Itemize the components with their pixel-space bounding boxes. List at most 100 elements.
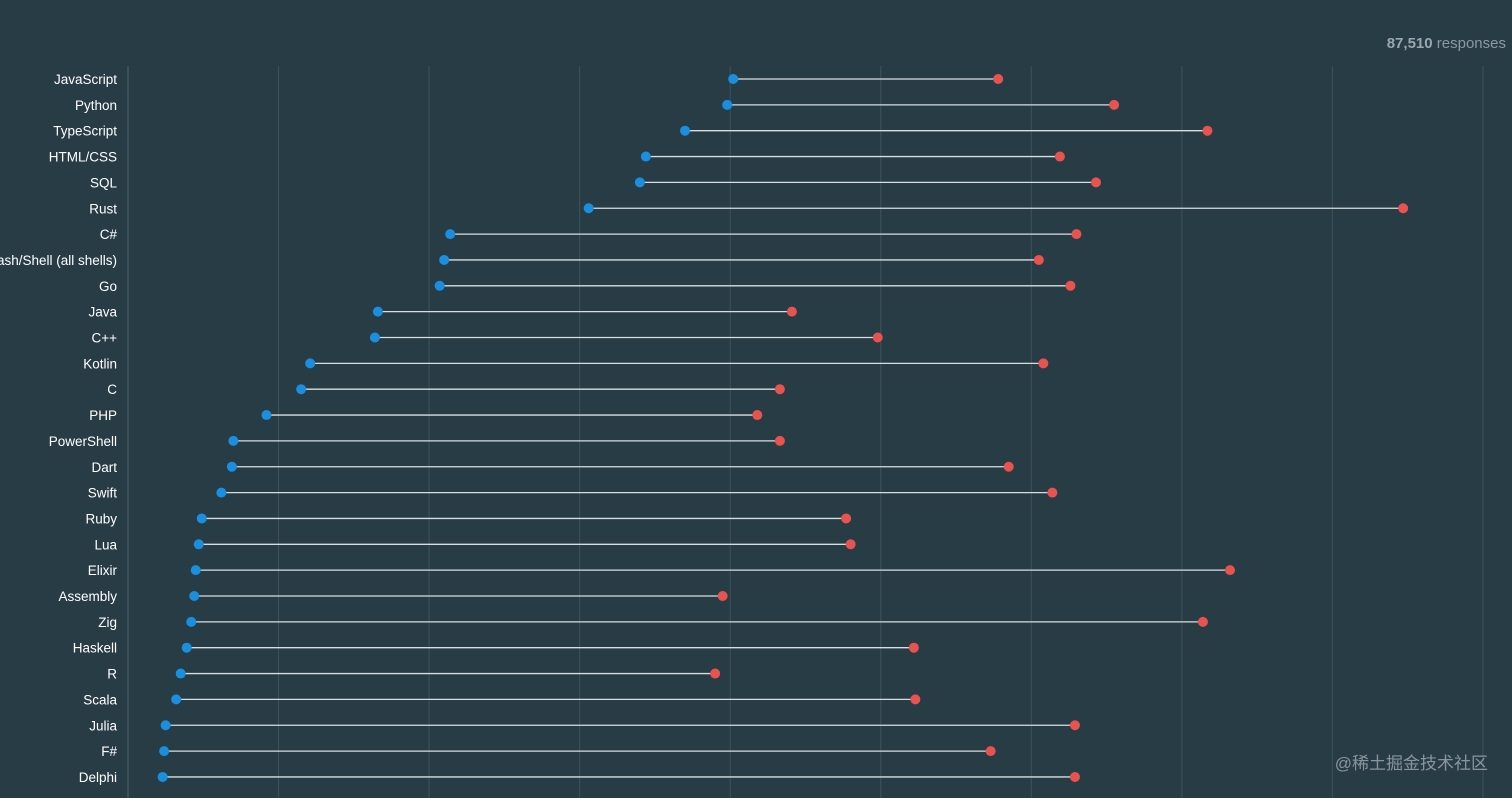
category-label: Haskell — [73, 641, 117, 656]
category-label: HTML/CSS — [49, 150, 117, 165]
responses-number: 87,510 — [1386, 35, 1433, 52]
low-point — [189, 591, 200, 601]
row: Lua — [94, 537, 856, 552]
high-point — [993, 74, 1004, 84]
row: C# — [100, 227, 1082, 242]
category-label: R — [107, 667, 117, 682]
low-point — [583, 203, 594, 214]
high-point — [910, 694, 921, 705]
high-point — [1038, 358, 1049, 369]
row: Rust — [89, 201, 1409, 216]
high-point — [1033, 254, 1044, 265]
row: Haskell — [73, 641, 919, 656]
category-label: Kotlin — [83, 356, 117, 371]
row: Elixir — [88, 563, 1236, 578]
row: Python — [75, 98, 1120, 113]
low-point — [186, 616, 197, 627]
category-label: JavaScript — [54, 72, 117, 87]
low-point — [728, 74, 739, 84]
high-point — [710, 668, 721, 679]
row: Bash/Shell (all shells) — [0, 253, 1044, 268]
row: SQL — [90, 175, 1102, 190]
category-label: Delphi — [79, 770, 117, 785]
row: Dart — [91, 460, 1014, 475]
row: Go — [99, 279, 1076, 294]
category-label: Go — [99, 279, 117, 294]
low-point — [439, 254, 450, 265]
row: Julia — [89, 718, 1080, 733]
row: JavaScript — [54, 72, 1004, 87]
high-point — [1091, 177, 1102, 188]
high-point — [1197, 616, 1208, 627]
category-label: SQL — [90, 175, 118, 190]
grid-lines — [127, 66, 1484, 798]
row: PHP — [89, 408, 763, 423]
high-point — [1202, 125, 1213, 136]
low-point — [216, 487, 227, 498]
category-label: Assembly — [58, 589, 117, 604]
high-point — [1398, 203, 1409, 214]
row: Assembly — [58, 589, 728, 604]
high-point — [1109, 99, 1120, 110]
category-label: Zig — [98, 615, 117, 630]
row: C — [107, 382, 785, 397]
row: R — [107, 667, 721, 682]
low-point — [372, 306, 383, 317]
category-label: Swift — [88, 486, 118, 501]
high-point — [845, 539, 856, 550]
high-point — [1225, 565, 1236, 576]
low-point — [445, 229, 456, 240]
row: PowerShell — [49, 434, 785, 449]
category-label: C — [107, 382, 117, 397]
low-point — [159, 746, 170, 757]
low-point — [634, 177, 645, 188]
row: HTML/CSS — [49, 150, 1065, 165]
low-point — [305, 358, 316, 369]
category-label: Java — [88, 305, 117, 320]
low-point — [261, 410, 272, 421]
category-label: Bash/Shell (all shells) — [0, 253, 117, 268]
category-label: Julia — [89, 718, 117, 733]
low-point — [157, 771, 168, 782]
high-point — [841, 513, 852, 524]
high-point — [752, 410, 763, 421]
low-point — [190, 565, 201, 576]
category-label: TypeScript — [53, 124, 117, 139]
row: Kotlin — [83, 356, 1049, 371]
category-label: Rust — [89, 201, 117, 216]
high-point — [872, 332, 883, 343]
chart-rows: JavaScript Python TypeScript HTML/CSS SQL Rus… — [0, 72, 1409, 785]
row: Ruby — [85, 511, 852, 526]
responses-count: 87,510 responses — [1387, 35, 1506, 52]
high-point — [908, 642, 919, 653]
category-label: PowerShell — [49, 434, 117, 449]
row: F# — [101, 744, 996, 759]
category-label: Scala — [83, 692, 117, 707]
high-point — [774, 384, 785, 395]
category-label: Dart — [91, 460, 117, 475]
low-point — [181, 642, 192, 653]
high-point — [1071, 229, 1082, 240]
low-point — [680, 125, 691, 136]
category-label: F# — [101, 744, 117, 759]
low-point — [722, 99, 733, 110]
watermark: @稀土掘金技术社区 — [1334, 754, 1488, 773]
high-point — [1003, 461, 1014, 472]
high-point — [1047, 487, 1058, 498]
high-point — [774, 435, 785, 446]
row: TypeScript — [53, 124, 1213, 139]
category-label: C++ — [91, 331, 117, 346]
row: Delphi — [79, 770, 1080, 785]
row: Scala — [83, 692, 921, 707]
high-point — [1054, 151, 1065, 162]
high-point — [1069, 720, 1080, 731]
row: C++ — [91, 331, 883, 346]
category-label: Elixir — [88, 563, 118, 578]
high-point — [1065, 280, 1076, 291]
low-point — [434, 280, 445, 291]
category-label: Lua — [94, 537, 117, 552]
low-point — [296, 384, 307, 395]
category-label: PHP — [89, 408, 117, 423]
category-label: C# — [100, 227, 118, 242]
